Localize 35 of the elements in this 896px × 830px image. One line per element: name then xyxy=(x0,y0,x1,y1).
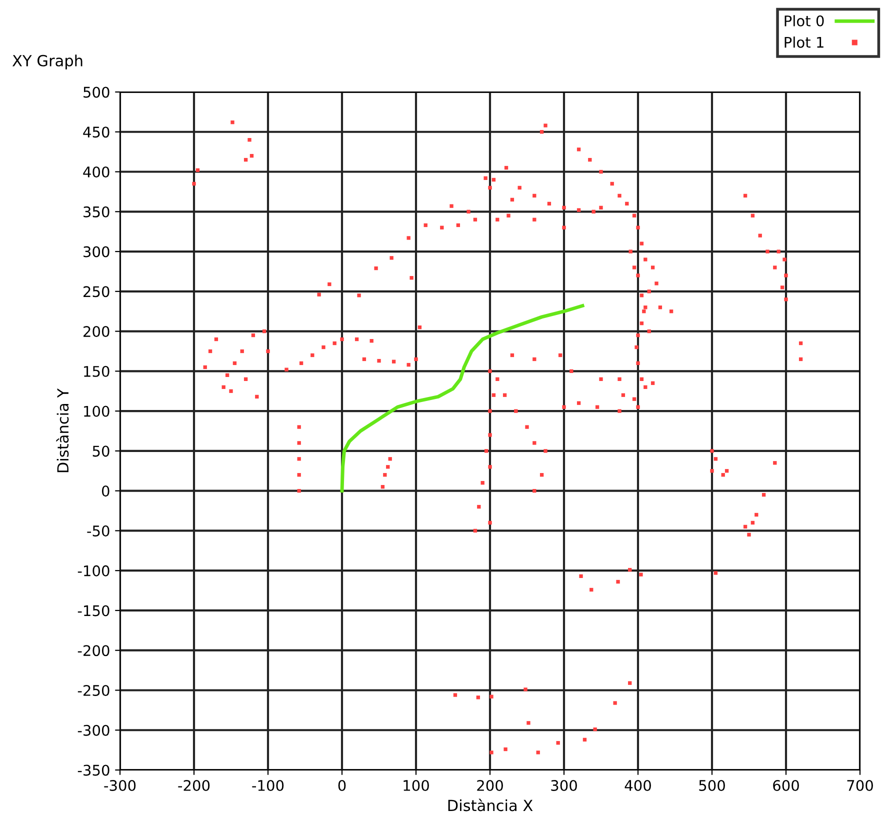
y-tick-label: 250 xyxy=(84,286,110,298)
y-tick-label: -300 xyxy=(78,724,110,736)
x-tick-label: 500 xyxy=(699,780,725,792)
y-tick-label: 0 xyxy=(102,486,110,497)
x-tick-label: -300 xyxy=(104,780,136,792)
legend-label: Plot 0 xyxy=(784,15,824,26)
y-tick-label: 100 xyxy=(84,406,110,417)
x-tick-label: -100 xyxy=(252,780,284,792)
y-tick-label: -250 xyxy=(78,684,110,696)
x-tick-label: 700 xyxy=(847,780,873,792)
y-tick-label: 450 xyxy=(83,126,110,138)
y-tick-label: -200 xyxy=(78,645,110,656)
legend-label: Plot 1 xyxy=(784,36,824,48)
x-tick-label: 400 xyxy=(624,780,651,792)
x-tick-label: -200 xyxy=(178,780,210,792)
x-tick-label: 200 xyxy=(477,780,503,792)
chart-title: XY Graph xyxy=(12,54,82,70)
y-tick-label: 300 xyxy=(84,246,110,258)
y-tick-label: 200 xyxy=(84,326,110,338)
y-tick-label: 50 xyxy=(92,446,110,457)
y-tick-label: 350 xyxy=(84,206,110,218)
y-tick-label: 500 xyxy=(84,86,110,98)
y-tick-label: 400 xyxy=(83,166,110,178)
y-tick-label: 150 xyxy=(84,366,110,377)
y-tick-label: -350 xyxy=(78,764,110,776)
x-tick-label: 100 xyxy=(404,780,429,792)
x-tick-label: 300 xyxy=(551,780,577,792)
y-tick-label: -50 xyxy=(87,525,110,536)
y-tick-label: -100 xyxy=(78,565,110,576)
x-tick-label: 0 xyxy=(338,780,346,792)
y-axis-title: Distància Y xyxy=(56,388,69,472)
y-tick-label: -150 xyxy=(78,605,110,616)
line-series xyxy=(340,304,584,493)
x-tick-label: 600 xyxy=(773,780,799,792)
x-axis-title: Distància X xyxy=(448,798,533,812)
